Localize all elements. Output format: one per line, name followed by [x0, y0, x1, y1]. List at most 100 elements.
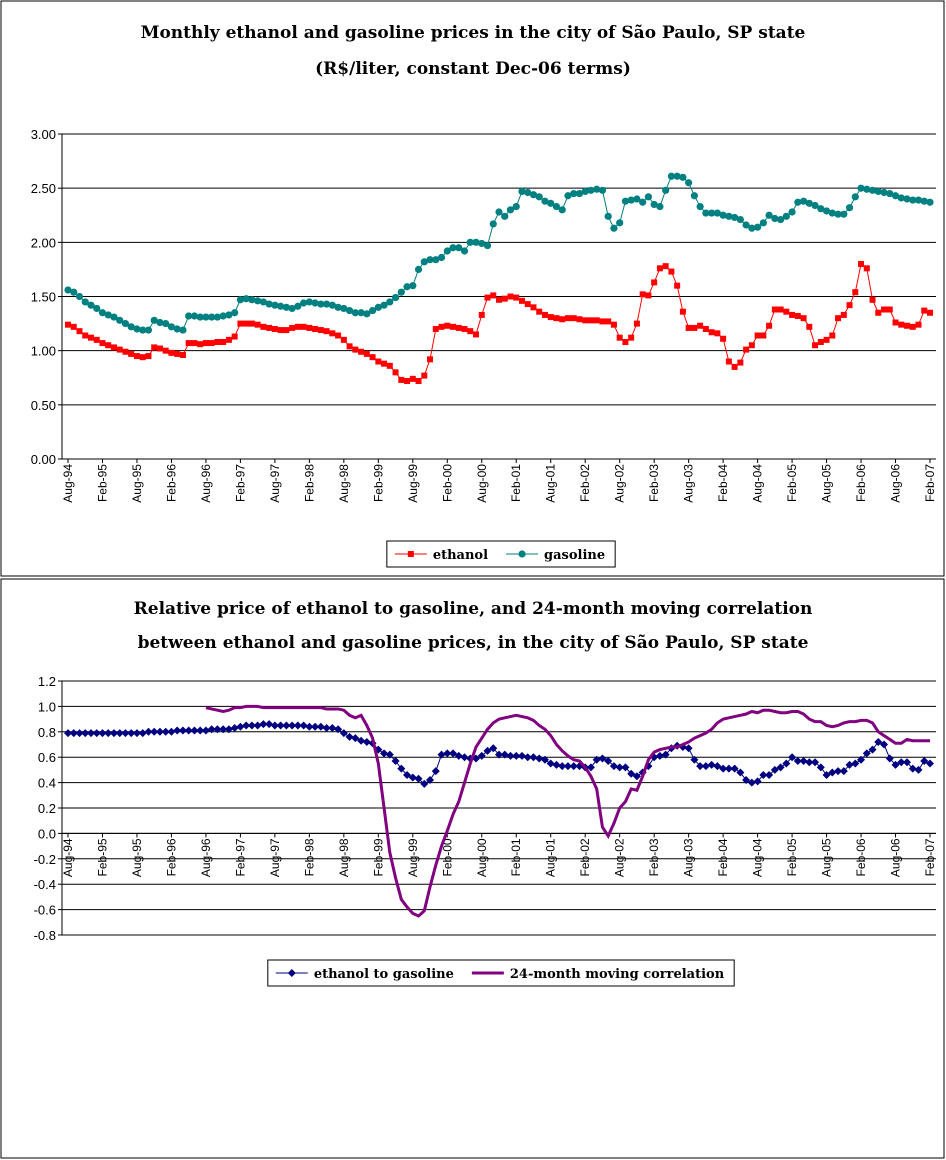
- marker: [81, 729, 90, 738]
- marker: [104, 729, 113, 738]
- y-tick-label: 1.0: [38, 699, 56, 714]
- marker: [679, 308, 686, 315]
- marker: [840, 210, 848, 218]
- marker: [874, 187, 882, 196]
- x-tick-label: Feb-04: [716, 838, 730, 876]
- marker: [65, 321, 71, 328]
- marker: [690, 192, 698, 200]
- marker: [414, 265, 423, 274]
- marker: [334, 725, 343, 734]
- marker: [598, 754, 607, 763]
- marker: [828, 209, 836, 217]
- marker: [128, 350, 135, 357]
- marker: [156, 318, 164, 327]
- marker: [213, 313, 222, 321]
- x-tick-label: Feb-97: [233, 838, 247, 876]
- marker: [357, 309, 365, 317]
- marker: [713, 762, 722, 771]
- marker: [904, 322, 911, 329]
- marker: [150, 727, 159, 736]
- marker: [121, 319, 130, 328]
- marker: [467, 328, 474, 335]
- x-tick-label: Aug-05: [820, 464, 834, 503]
- marker: [834, 767, 843, 776]
- marker: [259, 298, 267, 306]
- marker: [839, 767, 848, 776]
- marker: [190, 726, 199, 735]
- marker: [98, 729, 107, 738]
- marker: [891, 760, 900, 769]
- marker: [76, 328, 83, 335]
- marker: [806, 323, 813, 330]
- marker: [760, 332, 767, 339]
- x-tick-label: Aug-05: [820, 838, 834, 877]
- marker: [731, 213, 739, 222]
- marker: [75, 292, 84, 301]
- marker: [512, 202, 520, 211]
- marker: [339, 729, 348, 738]
- x-tick-label: Feb-96: [164, 838, 178, 876]
- marker: [145, 353, 152, 360]
- marker: [322, 723, 331, 732]
- x-tick-label: Feb-06: [854, 464, 868, 502]
- marker: [86, 729, 95, 738]
- marker: [517, 751, 526, 760]
- marker: [248, 296, 256, 304]
- marker: [535, 754, 544, 763]
- marker: [868, 745, 877, 754]
- marker: [811, 758, 820, 767]
- chart-frame: [0, 578, 945, 1159]
- marker: [162, 347, 169, 354]
- marker: [478, 239, 486, 248]
- marker: [897, 758, 906, 767]
- y-tick-label: -0.6: [34, 903, 56, 918]
- marker: [236, 296, 244, 304]
- marker: [518, 297, 525, 304]
- marker: [748, 342, 755, 349]
- marker: [540, 755, 549, 764]
- marker: [541, 311, 548, 318]
- marker: [162, 319, 170, 328]
- marker: [875, 309, 882, 316]
- marker: [460, 753, 469, 762]
- marker: [593, 185, 601, 193]
- marker: [633, 320, 640, 327]
- x-tick-label: Aug-00: [475, 464, 489, 503]
- marker: [70, 323, 77, 330]
- x-tick-label: Feb-95: [95, 838, 109, 876]
- marker: [454, 751, 463, 760]
- marker: [828, 768, 837, 777]
- marker: [668, 268, 675, 275]
- marker: [731, 363, 738, 370]
- marker: [874, 737, 883, 746]
- marker: [576, 316, 583, 323]
- marker: [656, 265, 663, 272]
- y-tick-label: -0.8: [34, 928, 56, 943]
- marker: [644, 193, 653, 201]
- marker: [559, 316, 566, 323]
- marker: [920, 757, 929, 766]
- marker: [736, 768, 745, 777]
- marker: [110, 344, 117, 351]
- marker: [507, 293, 514, 300]
- chart-title: Monthly ethanol and gasoline prices in t…: [141, 23, 806, 43]
- marker: [862, 749, 871, 758]
- marker: [725, 212, 733, 220]
- marker: [592, 755, 601, 764]
- marker: [743, 346, 750, 353]
- marker: [214, 339, 221, 345]
- marker: [506, 206, 515, 214]
- marker: [121, 729, 130, 738]
- x-tick-label: Feb-05: [785, 838, 799, 876]
- marker: [765, 211, 773, 219]
- legend-label: gasoline: [544, 548, 605, 563]
- x-tick-label: Feb-95: [95, 464, 109, 502]
- y-tick-label: 2.00: [31, 235, 56, 250]
- marker: [375, 358, 382, 365]
- marker: [460, 247, 469, 255]
- marker: [690, 755, 699, 764]
- marker: [513, 294, 520, 301]
- marker: [898, 321, 905, 328]
- x-tick-label: Feb-00: [440, 464, 454, 502]
- marker: [415, 378, 422, 384]
